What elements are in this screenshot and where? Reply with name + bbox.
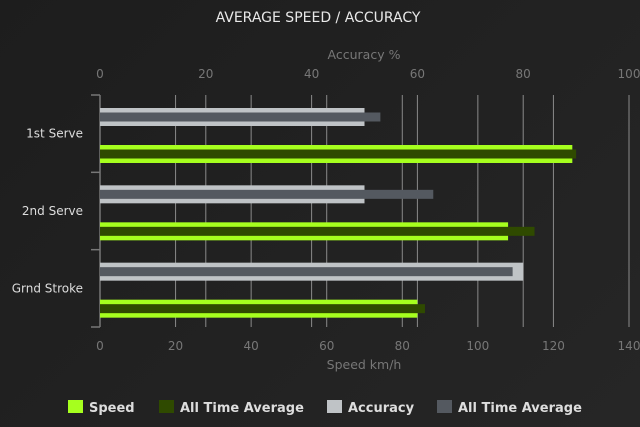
legend-label: Accuracy	[348, 401, 415, 416]
legend-swatch	[159, 400, 174, 413]
top-tick-label: 20	[198, 67, 213, 81]
bottom-tick-label: 140	[618, 339, 640, 353]
bar-speed-average	[100, 304, 425, 314]
bottom-axis-label: Speed km/h	[327, 357, 402, 372]
chart-title: AVERAGE SPEED / ACCURACY	[216, 10, 421, 26]
bar-accuracy-average	[100, 189, 434, 199]
category-label: Grnd Stroke	[12, 281, 83, 295]
bottom-tick-label: 20	[168, 339, 183, 353]
bar-speed-average	[100, 149, 577, 159]
bottom-tick-label: 120	[542, 339, 565, 353]
legend-swatch	[327, 400, 342, 413]
legend-swatch	[68, 400, 83, 413]
bar-speed-average	[100, 226, 535, 236]
bottom-tick-label: 100	[466, 339, 489, 353]
legend-label: All Time Average	[458, 401, 582, 416]
bottom-tick-label: 40	[244, 339, 259, 353]
bar-accuracy-average	[100, 112, 381, 122]
top-tick-label: 100	[618, 67, 640, 81]
category-label: 1st Serve	[26, 127, 83, 141]
top-tick-label: 60	[410, 67, 425, 81]
bar-accuracy-average	[100, 267, 513, 277]
legend-label: Speed	[89, 401, 135, 416]
bottom-tick-label: 0	[96, 339, 104, 353]
top-tick-label: 0	[96, 67, 104, 81]
top-tick-label: 40	[304, 67, 319, 81]
top-axis-label: Accuracy %	[328, 47, 401, 62]
top-tick-label: 80	[516, 67, 531, 81]
legend-swatch	[437, 400, 452, 413]
category-label: 2nd Serve	[22, 204, 83, 218]
bottom-tick-label: 80	[395, 339, 410, 353]
legend-label: All Time Average	[180, 401, 304, 416]
bottom-tick-label: 60	[319, 339, 334, 353]
